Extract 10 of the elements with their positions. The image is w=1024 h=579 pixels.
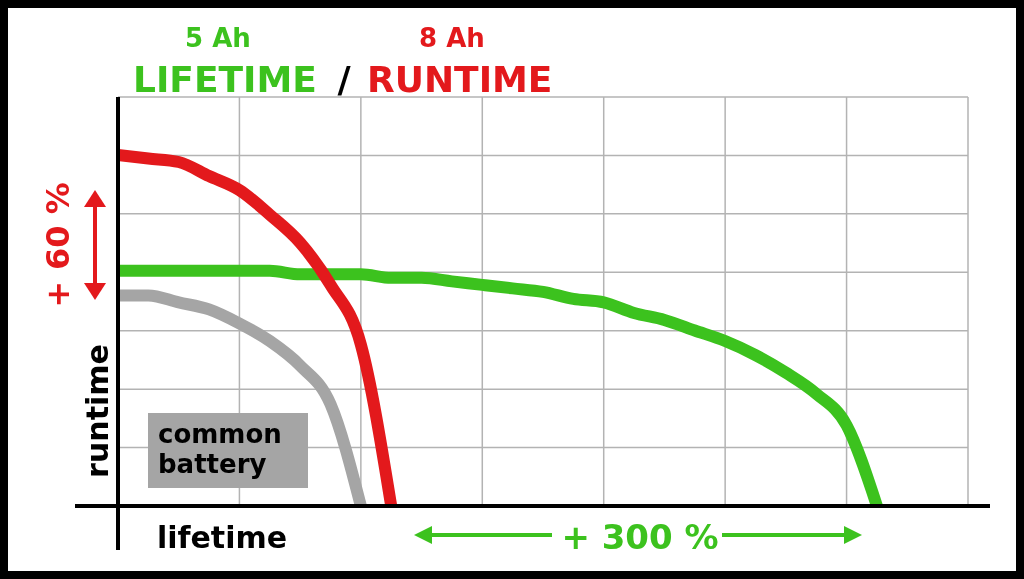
y-axis-title: runtime	[80, 344, 115, 478]
text: + 60 %	[39, 182, 77, 308]
text: 5 Ah	[185, 23, 251, 53]
text: /	[337, 59, 352, 100]
text: RUNTIME	[367, 59, 553, 100]
x-axis-title: lifetime	[156, 520, 288, 555]
text: 8 Ah	[419, 23, 485, 53]
series-label: common battery	[158, 419, 282, 479]
text: + 300 %	[561, 517, 719, 557]
text: LIFETIME	[133, 59, 317, 100]
